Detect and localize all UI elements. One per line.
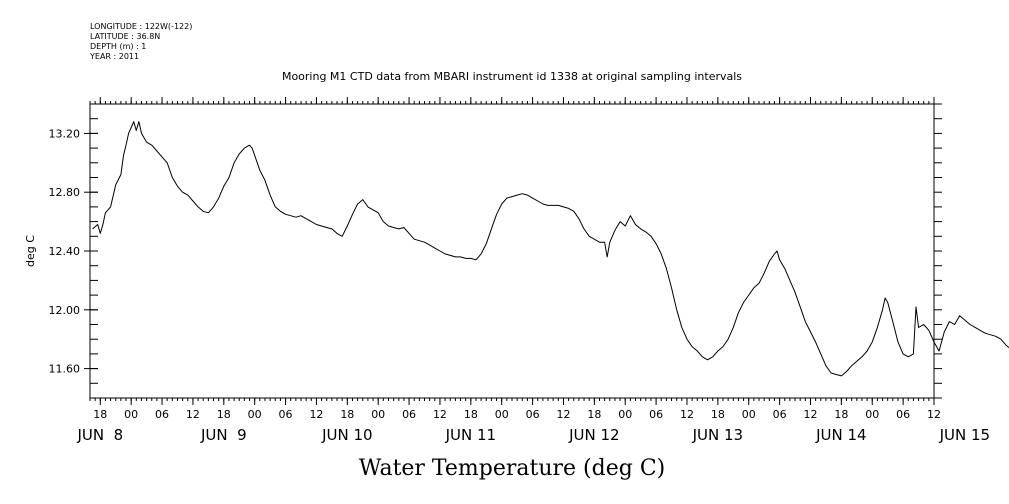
x-axis: 18 00 06 12 18 00 06 12 18 00 06 12 18 00 06 12 18 00 06 12… [76, 97, 990, 444]
x-tick-label: 12 [803, 408, 817, 421]
x-tick-label: 00 [618, 408, 632, 421]
x-tick-label: 12 [433, 408, 447, 421]
x-tick-label: 06 [279, 408, 293, 421]
latitude-label: LATITUDE : 36.8N [90, 32, 160, 41]
x-tick-label: 18 [93, 408, 107, 421]
x-tick-label: 06 [896, 408, 910, 421]
x-tick-label: 18 [340, 408, 354, 421]
x-axis-label: Water Temperature (deg C) [359, 456, 666, 481]
series-line [92, 121, 1009, 377]
x-tick-label: 18 [587, 408, 601, 421]
longitude-label: LONGITUDE : 122W(-122) [90, 22, 192, 31]
x-day-label: JUN 12 [568, 426, 619, 444]
x-tick-label: 00 [742, 408, 756, 421]
x-tick-label: 00 [865, 408, 879, 421]
x-tick-label: 12 [309, 408, 323, 421]
x-tick-label: 06 [773, 408, 787, 421]
series-layer [92, 121, 1009, 377]
y-axis: 11.60 12.00 12.40 12.80 13.20 [49, 103, 942, 399]
depth-label: DEPTH (m) : 1 [90, 42, 146, 51]
x-tick-label: 00 [124, 408, 138, 421]
x-tick-label: 00 [371, 408, 385, 421]
x-day-label: JUN 15 [939, 426, 990, 444]
y-tick-label: 12.40 [49, 245, 81, 258]
x-tick-label: 06 [402, 408, 416, 421]
x-day-label: JUN 8 [76, 426, 123, 444]
plot-frame [89, 103, 935, 399]
x-tick-label: 12 [186, 408, 200, 421]
y-tick-label: 12.00 [49, 304, 81, 317]
x-tick-label: 18 [711, 408, 725, 421]
x-tick-label: 12 [927, 408, 941, 421]
chart-title: Mooring M1 CTD data from MBARI instrumen… [282, 70, 742, 83]
x-tick-label: 06 [649, 408, 663, 421]
y-axis-label: deg C [24, 235, 37, 267]
x-tick-label: 18 [464, 408, 478, 421]
y-tick-label: 12.80 [49, 186, 81, 199]
x-day-label: JUN 14 [815, 426, 866, 444]
year-label: YEAR : 2011 [89, 52, 139, 61]
x-tick-label: 00 [248, 408, 262, 421]
x-day-label: JUN 11 [445, 426, 496, 444]
x-day-label: JUN 9 [200, 426, 247, 444]
x-tick-label: 06 [526, 408, 540, 421]
x-tick-label: 12 [556, 408, 570, 421]
x-tick-label: 18 [834, 408, 848, 421]
x-tick-label: 18 [217, 408, 231, 421]
x-tick-label: 12 [680, 408, 694, 421]
y-tick-label: 11.60 [49, 363, 81, 376]
y-tick-label: 13.20 [49, 127, 81, 140]
x-day-label: JUN 10 [321, 426, 372, 444]
x-tick-label: 06 [155, 408, 169, 421]
x-day-label: JUN 13 [692, 426, 743, 444]
x-tick-label: 00 [495, 408, 509, 421]
